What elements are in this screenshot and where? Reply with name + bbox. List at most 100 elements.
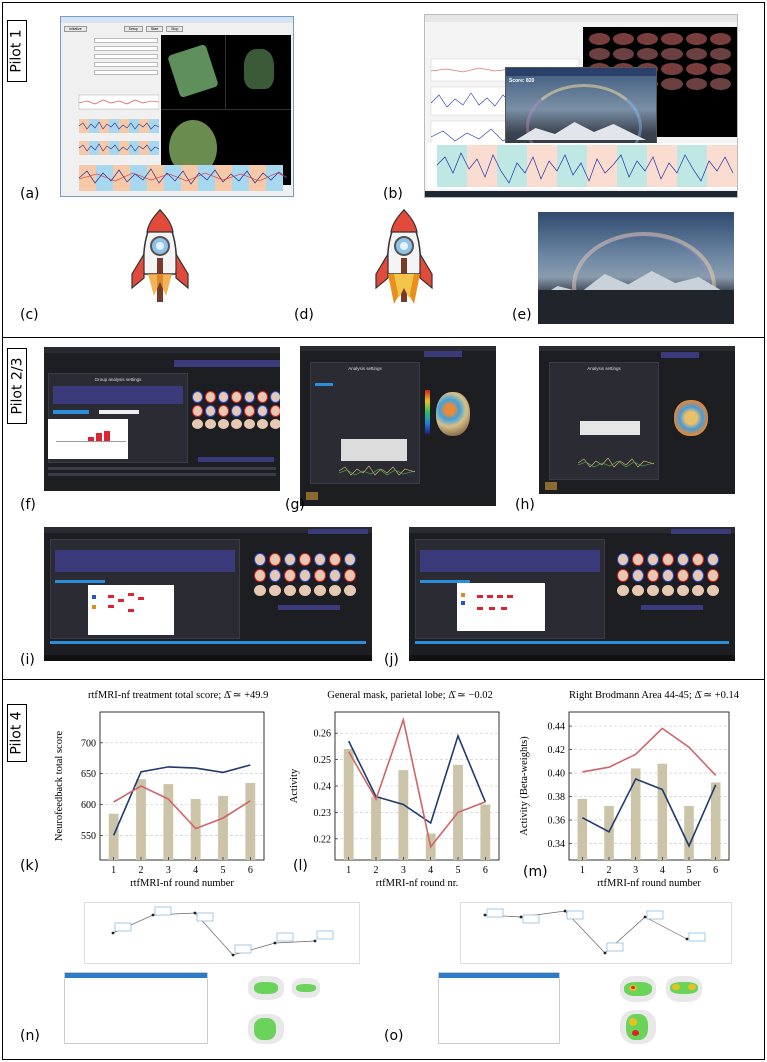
- screenshot-h: Analysis settings: [539, 346, 735, 494]
- trace-bottom-a: [78, 165, 288, 191]
- series-line: [348, 716, 486, 849]
- label-d: (d): [294, 307, 314, 323]
- y-tick-label: 0.23: [314, 808, 332, 819]
- rocket-d-illustration: [375, 208, 433, 304]
- setup-button[interactable]: Setup: [123, 26, 143, 32]
- y-axis-label: Activity (Beta-weights): [519, 736, 530, 836]
- bar: [163, 784, 174, 860]
- label-e: (e): [512, 307, 532, 323]
- chart-k-title: rtfMRI-nf treatment total score; Δ̄ ≃ +4…: [88, 690, 269, 701]
- screenshot-a: Initialize Setup Start Stop: [60, 16, 294, 197]
- label-n: (n): [20, 1028, 40, 1044]
- score-text: Score: 820: [509, 78, 535, 84]
- bar: [245, 782, 256, 860]
- y-tick-label: 0.36: [548, 816, 566, 827]
- y-tick-label: 0.42: [548, 745, 566, 756]
- y-tick-label: 0.44: [548, 722, 566, 733]
- x-tick-label: 5: [221, 865, 226, 876]
- x-axis-label: rtfMRI-nf round number: [130, 878, 234, 889]
- x-tick-label: 5: [456, 865, 461, 876]
- brain-grid-i: [254, 553, 356, 596]
- results-popup-j: [457, 583, 545, 631]
- screenshot-f: Group analysis settings: [44, 347, 280, 491]
- label-l: (l): [293, 858, 308, 874]
- bar: [108, 813, 119, 860]
- stop-button[interactable]: Stop: [166, 26, 184, 32]
- x-tick-label: 3: [633, 865, 638, 876]
- bar: [630, 768, 641, 860]
- results-popup-i: [88, 585, 174, 635]
- label-g: (g): [285, 497, 305, 513]
- bar: [398, 770, 409, 860]
- pilot4-frame: [2, 679, 765, 1060]
- series-line: [347, 733, 487, 825]
- label-k: (k): [20, 858, 40, 874]
- label-c: (c): [20, 307, 39, 323]
- y-tick-label: 0.34: [548, 839, 566, 850]
- x-tick-label: 1: [346, 865, 351, 876]
- x-tick-label: 5: [687, 865, 692, 876]
- bar: [371, 796, 381, 860]
- analysis-settings-title-g: Analysis settings: [348, 366, 382, 371]
- screenshot-o-plot: [460, 902, 732, 964]
- bar: [480, 804, 491, 860]
- bar: [190, 798, 201, 860]
- label-j: (j): [384, 652, 399, 668]
- x-tick-label: 2: [374, 865, 379, 876]
- label-m: (m): [523, 864, 548, 880]
- mask-slices-n: [248, 976, 330, 1044]
- bar: [218, 795, 228, 860]
- x-tick-label: 4: [193, 865, 198, 876]
- x-tick-label: 2: [139, 865, 144, 876]
- bar: [657, 763, 668, 860]
- screenshot-o-list: [438, 972, 560, 1044]
- y-tick-label: 0.26: [314, 729, 332, 740]
- plot-area: [99, 711, 265, 861]
- y-tick-label: 0.38: [548, 792, 566, 803]
- y-tick-label: 0.24: [314, 782, 332, 793]
- x-tick-label: 4: [428, 865, 433, 876]
- plot-area: [568, 711, 730, 861]
- y-tick-label: 700: [81, 738, 96, 749]
- chart-m: 0.34 0.36 0.38 0.40 0.42 0.44 1 2 3 4 5 6 rtfMRI-nf …: [519, 711, 730, 889]
- screenshot-n-list: [64, 972, 208, 1044]
- chart-l: 0.22 0.23 0.24 0.25 0.26 1 2 3 4 5 6 rtfMRI-nf roun…: [289, 711, 500, 889]
- mask-slices-o: [620, 976, 720, 1044]
- analysis-settings-title-h: Analysis settings: [587, 366, 621, 371]
- series-line: [113, 785, 251, 830]
- screenshot-g: Analysis settings: [300, 346, 496, 506]
- bar: [136, 779, 146, 860]
- start-button[interactable]: Start: [145, 26, 164, 32]
- bar-plot-popup: [48, 419, 128, 459]
- label-f: (f): [20, 497, 36, 513]
- y-tick-label: 550: [81, 831, 96, 842]
- screenshot-j: [409, 527, 735, 661]
- series-line: [112, 764, 251, 836]
- bar: [684, 805, 694, 860]
- brain-map-h: [674, 400, 708, 436]
- x-tick-label: 6: [713, 865, 718, 876]
- trace-bottom-b: [427, 143, 737, 189]
- rainbow-landscape-image: [538, 212, 734, 324]
- x-tick-label: 3: [401, 865, 406, 876]
- y-tick-label: 0.25: [314, 755, 332, 766]
- group-analysis-title: Group analysis settings: [94, 377, 142, 382]
- brain-map-g: [436, 392, 470, 436]
- x-tick-label: 1: [111, 865, 116, 876]
- initialize-button[interactable]: Initialize: [64, 26, 87, 32]
- brain-grid-f: [192, 391, 280, 429]
- pilot23-label: Pilot 2/3: [7, 348, 27, 424]
- x-tick-label: 2: [607, 865, 612, 876]
- x-axis-label: rtfMRI-nf round number: [597, 878, 701, 889]
- traces-a: [78, 94, 159, 155]
- bar: [710, 782, 721, 860]
- pilot4-label: Pilot 4: [7, 704, 27, 762]
- series-line: [582, 727, 717, 776]
- y-tick-label: 600: [81, 800, 96, 811]
- chart-l-title: General mask, parietal lobe; Δ̄ ≃ −0.02: [327, 690, 493, 701]
- label-i: (i): [20, 652, 35, 668]
- label-h: (h): [515, 497, 535, 513]
- label-a: (a): [20, 186, 40, 202]
- screenshot-i: [44, 527, 372, 661]
- x-tick-label: 3: [166, 865, 171, 876]
